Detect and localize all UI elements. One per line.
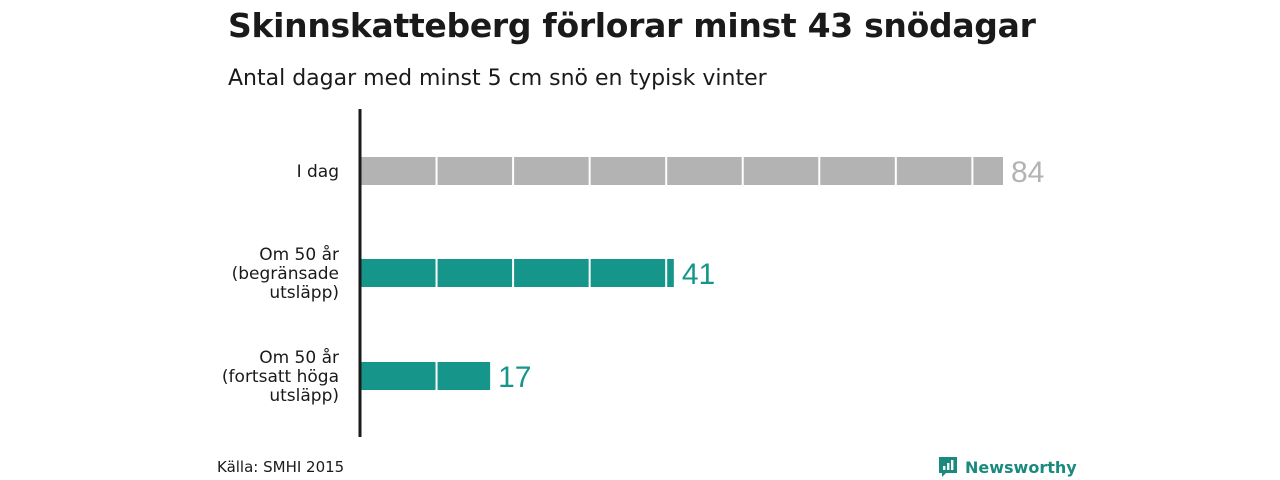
- chart-subtitle: Antal dagar med minst 5 cm snö en typisk…: [228, 66, 767, 91]
- category-label: I dag: [297, 162, 339, 182]
- category-label: (fortsatt höga: [222, 367, 339, 387]
- chart-title: Skinnskatteberg förlorar minst 43 snödag…: [228, 6, 1036, 45]
- category-label: utsläpp): [269, 386, 339, 406]
- bar-3: [360, 362, 491, 390]
- bar-1: [360, 157, 1003, 185]
- category-label: utsläpp): [269, 283, 339, 303]
- bar-2: [360, 259, 674, 287]
- category-label: Om 50 år: [259, 347, 339, 368]
- source-note: Källa: SMHI 2015: [217, 458, 345, 476]
- value-label-2: 41: [682, 258, 715, 291]
- value-label-1: 84: [1011, 156, 1044, 189]
- newsworthy-icon: [939, 457, 957, 477]
- value-label-3: 17: [498, 361, 531, 394]
- brand-name: Newsworthy: [965, 457, 1077, 477]
- category-label: Om 50 år: [259, 244, 339, 265]
- brand-logo: Newsworthy: [937, 455, 1077, 479]
- category-label: (begränsade: [232, 264, 339, 284]
